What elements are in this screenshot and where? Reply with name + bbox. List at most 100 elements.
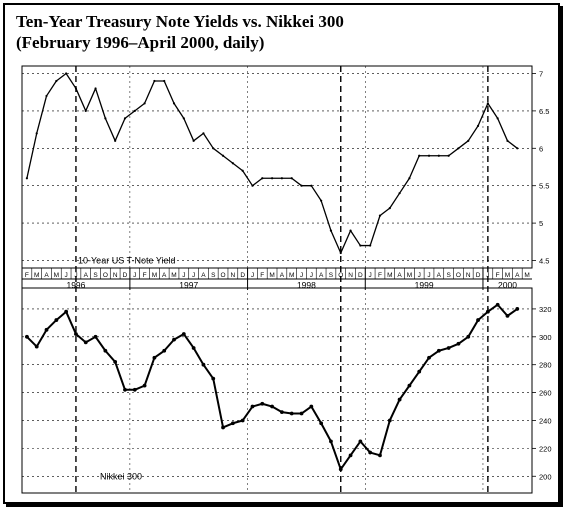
yield-annotation: 10-Year US T-Note Yield — [78, 256, 176, 266]
yield-data-point — [212, 147, 215, 150]
nikkei-data-point — [74, 332, 78, 336]
nikkei-data-point — [446, 346, 451, 350]
nikkei-data-point — [260, 401, 265, 406]
month-tick-label: A — [162, 272, 167, 279]
yield-y-tick-label: 7 — [539, 69, 543, 78]
month-tick-label: F — [260, 272, 264, 279]
nikkei-data-point — [211, 376, 216, 381]
month-tick-label: M — [152, 272, 157, 279]
year-label: 1997 — [179, 280, 198, 290]
yield-y-tick-label: 5 — [539, 219, 543, 228]
yield-data-point — [320, 199, 323, 202]
nikkei-data-point — [466, 334, 471, 339]
yield-data-point — [388, 207, 391, 210]
month-tick-label: M — [171, 272, 176, 279]
yield-data-point — [359, 244, 362, 247]
month-tick-label: N — [348, 272, 353, 279]
yield-data-point — [35, 132, 38, 135]
nikkei-y-tick-label: 300 — [539, 333, 552, 342]
month-tick-label: O — [456, 272, 461, 279]
month-tick-label: D — [123, 272, 128, 279]
nikkei-series-line — [26, 303, 518, 471]
month-tick-label: F — [143, 272, 147, 279]
nikkei-data-point — [495, 302, 500, 307]
month-tick-label: M — [505, 272, 510, 279]
nikkei-data-point — [505, 313, 510, 318]
yield-data-point — [290, 177, 293, 180]
nikkei-data-point — [181, 332, 186, 336]
nikkei-data-point — [397, 397, 402, 402]
month-tick-label: J — [300, 272, 303, 279]
yield-data-point — [25, 177, 29, 180]
nikkei-y-tick-label: 220 — [539, 444, 552, 453]
nikkei-data-point — [378, 453, 382, 458]
month-tick-label: O — [103, 272, 108, 279]
month-tick-label: N — [466, 272, 471, 279]
nikkei-data-point — [230, 421, 235, 426]
nikkei-y-tick-label: 240 — [539, 416, 552, 425]
month-tick-label: M — [387, 272, 392, 279]
yield-data-point — [349, 229, 352, 232]
month-tick-label: M — [54, 272, 59, 279]
yield-data-point — [143, 102, 146, 105]
month-tick-label: D — [358, 272, 363, 279]
yield-data-point — [55, 79, 58, 83]
month-tick-label: A — [319, 272, 324, 279]
nikkei-data-point — [113, 360, 118, 364]
yield-data-point — [270, 177, 274, 180]
nikkei-data-point — [456, 341, 461, 346]
yield-data-point — [476, 124, 480, 127]
month-tick-label: F — [25, 272, 29, 279]
month-tick-label: J — [74, 272, 77, 279]
nikkei-data-point — [93, 334, 98, 339]
yield-data-point — [182, 117, 185, 120]
yield-data-point — [251, 184, 254, 187]
year-label: 1999 — [415, 280, 434, 290]
yield-data-point — [114, 139, 117, 142]
yield-data-point — [172, 102, 176, 105]
nikkei-data-point — [64, 309, 69, 314]
month-tick-label: J — [182, 272, 185, 279]
month-tick-label: A — [437, 272, 442, 279]
nikkei-data-point — [348, 453, 353, 458]
yield-data-point — [241, 169, 244, 172]
nikkei-y-tick-label: 320 — [539, 305, 552, 314]
yield-data-point — [516, 147, 519, 150]
nikkei-data-point — [172, 337, 176, 342]
nikkei-data-point — [436, 348, 441, 353]
month-tick-label: N — [113, 272, 118, 279]
nikkei-data-point — [280, 410, 284, 415]
nikkei-data-point — [103, 348, 108, 353]
nikkei-data-point — [270, 404, 274, 409]
yield-data-point — [467, 139, 470, 142]
yield-data-point — [339, 251, 342, 255]
month-tick-label: S — [329, 272, 334, 279]
yield-data-point — [310, 184, 313, 187]
month-tick-label: J — [486, 272, 489, 279]
month-tick-label: M — [407, 272, 412, 279]
yield-data-point — [418, 154, 421, 157]
yield-data-point — [496, 117, 499, 120]
month-tick-label: J — [251, 272, 254, 279]
yield-data-point — [280, 177, 284, 180]
yield-y-tick-label: 6 — [539, 144, 543, 153]
nikkei-data-point — [34, 344, 39, 349]
nikkei-data-point — [83, 340, 88, 345]
month-tick-label: A — [397, 272, 402, 279]
yield-data-point — [65, 72, 68, 75]
month-tick-label: S — [446, 272, 451, 279]
chart-subtitle: (February 1996–April 2000, daily) — [16, 33, 265, 52]
yield-data-point — [163, 79, 166, 83]
yield-data-point — [123, 117, 127, 120]
yield-series-line — [26, 72, 518, 254]
month-tick-label: M — [289, 272, 294, 279]
nikkei-data-point — [289, 411, 294, 416]
yield-data-point — [457, 147, 460, 150]
nikkei-data-point — [309, 404, 314, 409]
yield-data-point — [231, 162, 234, 165]
yield-data-point — [153, 79, 156, 83]
yield-data-point — [94, 87, 97, 90]
month-tick-label: F — [496, 272, 500, 279]
month-tick-label: J — [133, 272, 136, 279]
